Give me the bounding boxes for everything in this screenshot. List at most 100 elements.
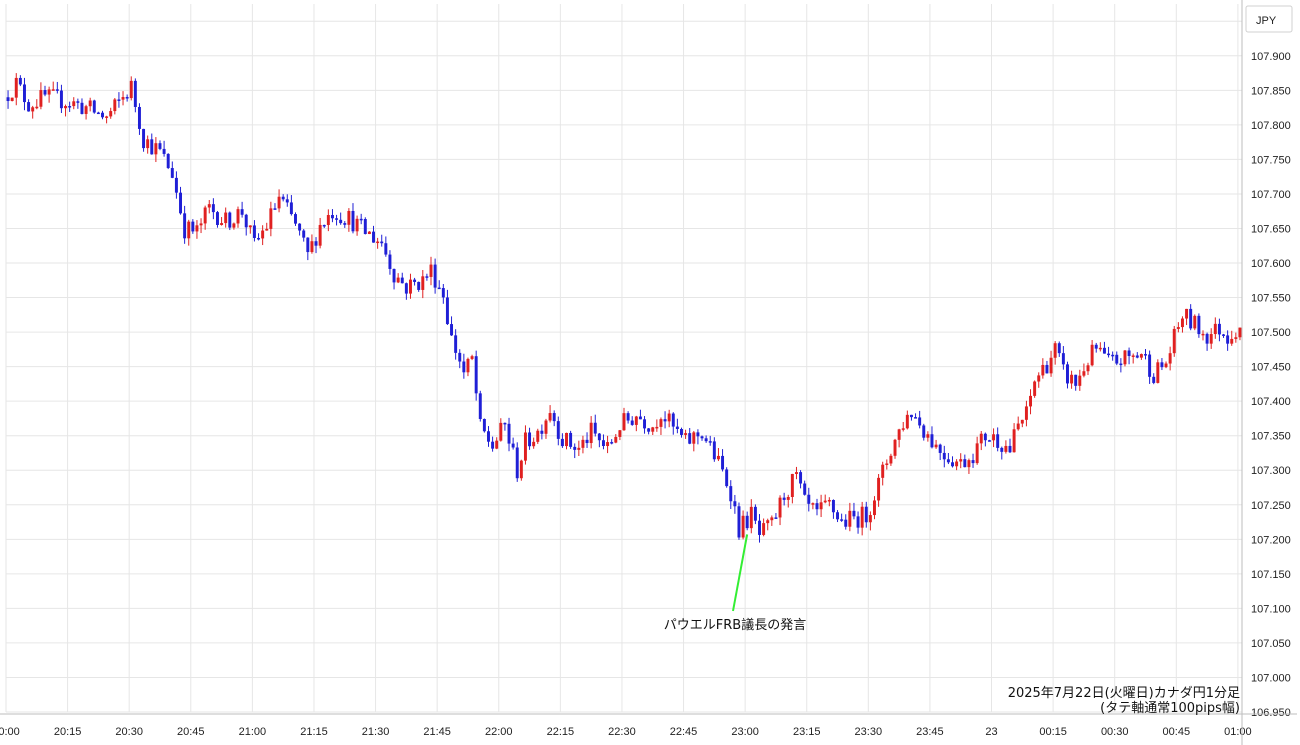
candle-body: [926, 434, 930, 438]
candle: [819, 494, 823, 518]
candle-body: [314, 241, 318, 246]
candle: [470, 354, 474, 361]
x-tick-label: 20:00: [0, 726, 20, 738]
candle-body: [634, 416, 638, 425]
candle-body: [359, 218, 363, 221]
candle-body: [6, 97, 10, 102]
candle-body: [1238, 327, 1242, 338]
candle: [987, 439, 991, 442]
candle-body: [310, 241, 314, 253]
candle-body: [614, 436, 618, 443]
candle-body: [1000, 447, 1004, 452]
candle: [630, 416, 634, 426]
candle: [59, 84, 63, 114]
candle-body: [987, 440, 991, 442]
candle-body: [1139, 354, 1143, 358]
candle-body: [1016, 423, 1020, 430]
candle-body: [901, 428, 905, 430]
candle-body: [593, 422, 597, 434]
candle: [27, 99, 31, 112]
candle-body: [782, 497, 786, 500]
candle-body: [1049, 357, 1053, 374]
currency-label: JPY: [1256, 15, 1277, 27]
candle: [39, 82, 43, 110]
y-tick-label: 107.100: [1251, 603, 1291, 615]
candle-body: [716, 455, 720, 460]
candle: [836, 510, 840, 523]
candle: [774, 513, 778, 519]
candle: [507, 417, 511, 452]
candle: [1135, 352, 1139, 359]
candle-body: [55, 89, 59, 91]
candle: [72, 97, 76, 110]
candle: [868, 511, 872, 531]
x-tick-label: 21:30: [362, 726, 390, 738]
candle-body: [536, 430, 540, 442]
candle-body: [76, 101, 80, 103]
candle-body: [1123, 350, 1127, 365]
candle: [1074, 374, 1078, 391]
candle: [1090, 340, 1094, 367]
candle-body: [819, 502, 823, 510]
candle: [84, 104, 88, 120]
candle-body: [758, 520, 761, 535]
candle-body: [117, 99, 121, 101]
candle-body: [396, 277, 400, 283]
candle-body: [433, 264, 437, 288]
candle-body: [585, 439, 589, 444]
candle: [1189, 304, 1193, 331]
candle-body: [277, 196, 281, 209]
candle-body: [113, 99, 117, 112]
candle: [618, 429, 622, 441]
candle: [129, 76, 133, 101]
candle: [55, 81, 59, 94]
candle: [388, 250, 392, 275]
candle-body: [992, 434, 996, 441]
candle: [298, 223, 302, 236]
candle: [318, 217, 322, 249]
candle-body: [474, 356, 478, 394]
candle: [1020, 419, 1024, 428]
candle: [831, 499, 835, 519]
candle-body: [790, 473, 794, 498]
candle: [487, 426, 490, 447]
candle: [351, 203, 355, 234]
candle-body: [581, 439, 585, 448]
candle: [125, 94, 129, 102]
candle: [1016, 416, 1020, 431]
candle: [1209, 328, 1213, 349]
candle: [638, 409, 642, 420]
candle: [80, 98, 84, 115]
candle: [31, 105, 35, 119]
candle: [441, 284, 445, 304]
candle-body: [1168, 353, 1172, 364]
candle-body: [959, 459, 963, 462]
candle: [844, 514, 848, 530]
candle: [68, 101, 72, 112]
candle-body: [1102, 347, 1106, 354]
candle: [236, 206, 240, 228]
candle: [745, 511, 749, 531]
candle-body: [560, 438, 564, 447]
candle-body: [162, 148, 166, 154]
candle: [503, 422, 507, 431]
candle-body: [1180, 318, 1184, 328]
candle: [1213, 317, 1217, 339]
candle-body: [1066, 364, 1069, 384]
candle-body: [158, 143, 162, 149]
candle-body: [638, 416, 642, 420]
candle-body: [355, 218, 359, 232]
candle: [1004, 440, 1008, 454]
y-tick-label: 107.050: [1251, 638, 1291, 650]
candle: [179, 186, 182, 215]
candle: [1131, 353, 1135, 364]
candle-body: [392, 268, 396, 283]
candle-body: [848, 510, 852, 527]
candle-body: [778, 497, 782, 518]
candle-body: [445, 297, 449, 325]
candle-body: [700, 436, 704, 439]
candle: [680, 427, 683, 438]
candle-body: [281, 196, 285, 200]
annotation-text: パウエルFRB議長の発言: [664, 618, 806, 633]
y-tick-label: 107.200: [1251, 534, 1291, 546]
